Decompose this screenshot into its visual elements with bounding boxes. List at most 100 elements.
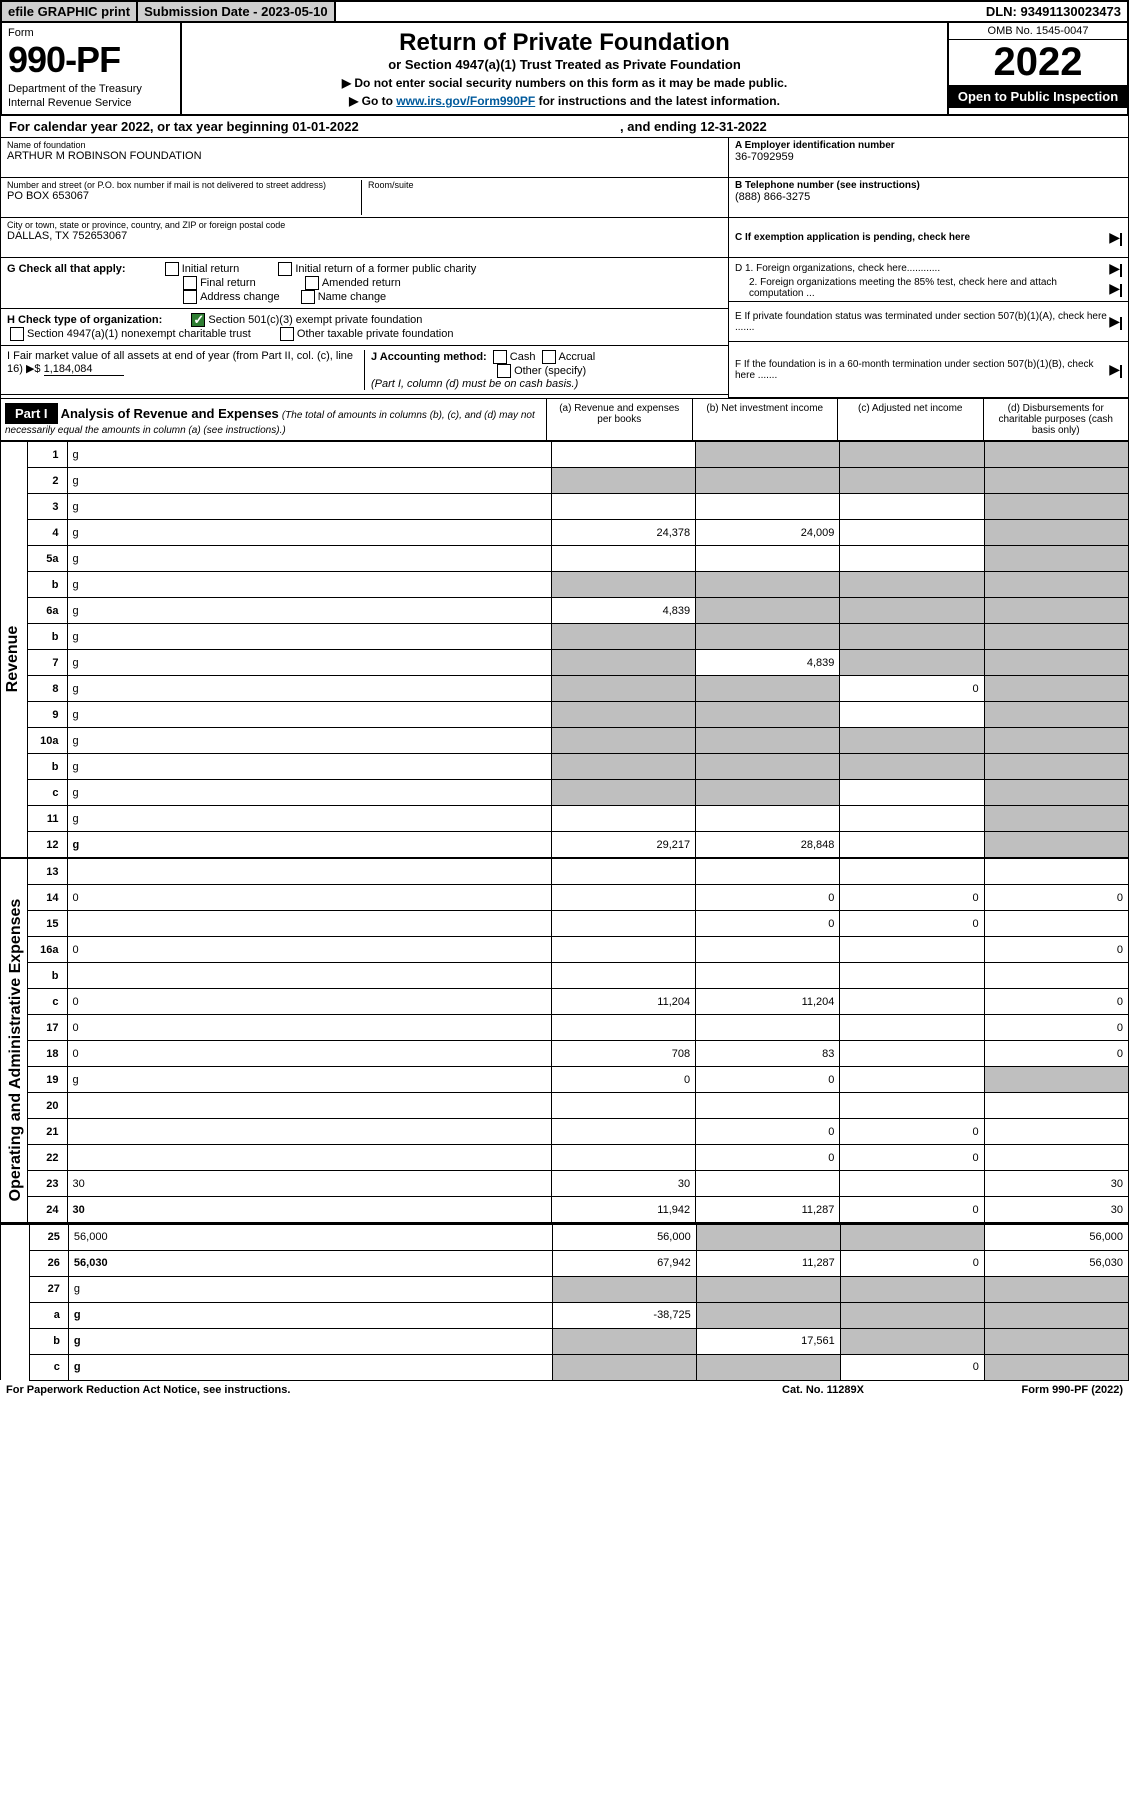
part1-header: Part I Analysis of Revenue and Expenses …: [0, 398, 1129, 441]
table-row: cg: [28, 780, 1129, 806]
header-center: Return of Private Foundation or Section …: [182, 23, 947, 114]
chk-d2[interactable]: [1120, 284, 1122, 297]
line-number: 13: [28, 859, 67, 885]
open-public: Open to Public Inspection: [949, 85, 1127, 108]
amt-col-d: 0: [984, 1041, 1128, 1067]
line-desc: 56,000: [68, 1224, 552, 1250]
amt-col-b: [696, 780, 840, 806]
table-row: 2g: [28, 468, 1129, 494]
chk-501c3[interactable]: [191, 313, 205, 327]
line-number: 11: [28, 806, 67, 832]
amt-col-d: [984, 1119, 1128, 1145]
line-number: 27: [29, 1276, 68, 1302]
line-number: 7: [28, 650, 67, 676]
tel-val: (888) 866-3275: [735, 191, 1122, 203]
table-row: 1g: [28, 442, 1129, 468]
chk-name[interactable]: [301, 290, 315, 304]
amt-col-b: [696, 1093, 840, 1119]
line-number: 2: [28, 468, 67, 494]
calendar-year-row: For calendar year 2022, or tax year begi…: [0, 116, 1129, 138]
line-desc: 30: [67, 1171, 551, 1197]
amt-col-d: [984, 1145, 1128, 1171]
amt-col-c: [840, 624, 984, 650]
table-row: 2556,00056,00056,000: [1, 1224, 1129, 1250]
irs-link[interactable]: www.irs.gov/Form990PF: [396, 94, 535, 108]
amt-col-b: [696, 1302, 840, 1328]
line-number: b: [28, 572, 67, 598]
amt-col-c: [840, 468, 984, 494]
line-desc: g: [68, 1302, 552, 1328]
amt-col-a: [551, 702, 695, 728]
name-label: Name of foundation: [7, 140, 722, 150]
amt-col-c: 0: [840, 1145, 984, 1171]
chk-amended[interactable]: [305, 276, 319, 290]
amt-col-c: 0: [840, 1250, 984, 1276]
amt-col-a: [551, 806, 695, 832]
line-number: 5a: [28, 546, 67, 572]
chk-e[interactable]: [1120, 317, 1122, 330]
amt-col-a: 11,204: [551, 989, 695, 1015]
chk-cash[interactable]: [493, 350, 507, 364]
chk-address[interactable]: [183, 290, 197, 304]
line-number: 6a: [28, 598, 67, 624]
line-desc: 56,030: [68, 1250, 552, 1276]
identity-grid: Name of foundation ARTHUR M ROBINSON FOU…: [0, 138, 1129, 398]
chk-4947[interactable]: [10, 327, 24, 341]
chk-d1[interactable]: [1120, 264, 1122, 277]
table-row: bg: [28, 754, 1129, 780]
amt-col-b: [696, 468, 840, 494]
amt-col-a: 4,839: [551, 598, 695, 624]
j-note: (Part I, column (d) must be on cash basi…: [371, 378, 578, 390]
chk-final[interactable]: [183, 276, 197, 290]
line-number: b: [28, 754, 67, 780]
chk-other-tax[interactable]: [280, 327, 294, 341]
ein-val: 36-7092959: [735, 151, 1122, 163]
city-val: DALLAS, TX 752653067: [7, 230, 722, 242]
table-row: c011,20411,2040: [28, 989, 1129, 1015]
amt-col-a: 11,942: [551, 1197, 695, 1223]
amt-col-a: [551, 937, 695, 963]
expenses-label: Operating and Administrative Expenses: [7, 895, 25, 1205]
amt-col-b: [696, 1224, 840, 1250]
table-row: 9g: [28, 702, 1129, 728]
line-number: 20: [28, 1093, 67, 1119]
amt-col-d: 56,030: [984, 1250, 1128, 1276]
room-cell: Room/suite: [361, 180, 722, 215]
h-label: H Check type of organization:: [7, 314, 162, 326]
chk-other-acct[interactable]: [497, 364, 511, 378]
chk-initial-former[interactable]: [278, 262, 292, 276]
f-label: F If the foundation is in a 60-month ter…: [735, 359, 1109, 381]
line-desc: g: [67, 468, 551, 494]
amt-col-d: [984, 650, 1128, 676]
line-desc: 0: [67, 1015, 551, 1041]
amt-col-c: [840, 546, 984, 572]
chk-accrual[interactable]: [542, 350, 556, 364]
line-desc: [67, 911, 551, 937]
amt-col-a: [551, 676, 695, 702]
h-row: H Check type of organization: Section 50…: [1, 309, 728, 346]
line-number: a: [29, 1302, 68, 1328]
f-cell: F If the foundation is in a 60-month ter…: [729, 342, 1128, 398]
chk-initial[interactable]: [165, 262, 179, 276]
chk-f[interactable]: [1120, 365, 1122, 378]
d-cell: D 1. Foreign organizations, check here..…: [729, 258, 1128, 302]
amt-col-b: 0: [696, 1119, 840, 1145]
table-row: cg0: [1, 1354, 1129, 1380]
line-number: b: [29, 1328, 68, 1354]
revenue-table: 1g2g3g4g24,37824,0095agbg6ag4,839bg7g4,8…: [27, 441, 1129, 858]
amt-col-b: 17,561: [696, 1328, 840, 1354]
efile-tag: efile GRAPHIC print: [2, 2, 138, 21]
line-desc: g: [68, 1354, 552, 1380]
amt-col-b: 0: [696, 911, 840, 937]
table-row: 8g0: [28, 676, 1129, 702]
amt-col-b: [696, 728, 840, 754]
chk-c[interactable]: [1120, 233, 1122, 246]
line-desc: g: [67, 624, 551, 650]
amt-col-b: [696, 1354, 840, 1380]
submission-date: Submission Date - 2023-05-10: [138, 2, 336, 21]
table-row: 16a00: [28, 937, 1129, 963]
amt-col-b: [696, 494, 840, 520]
amt-col-d: [984, 702, 1128, 728]
amt-col-d: [984, 442, 1128, 468]
addr-val: PO BOX 653067: [7, 190, 361, 202]
